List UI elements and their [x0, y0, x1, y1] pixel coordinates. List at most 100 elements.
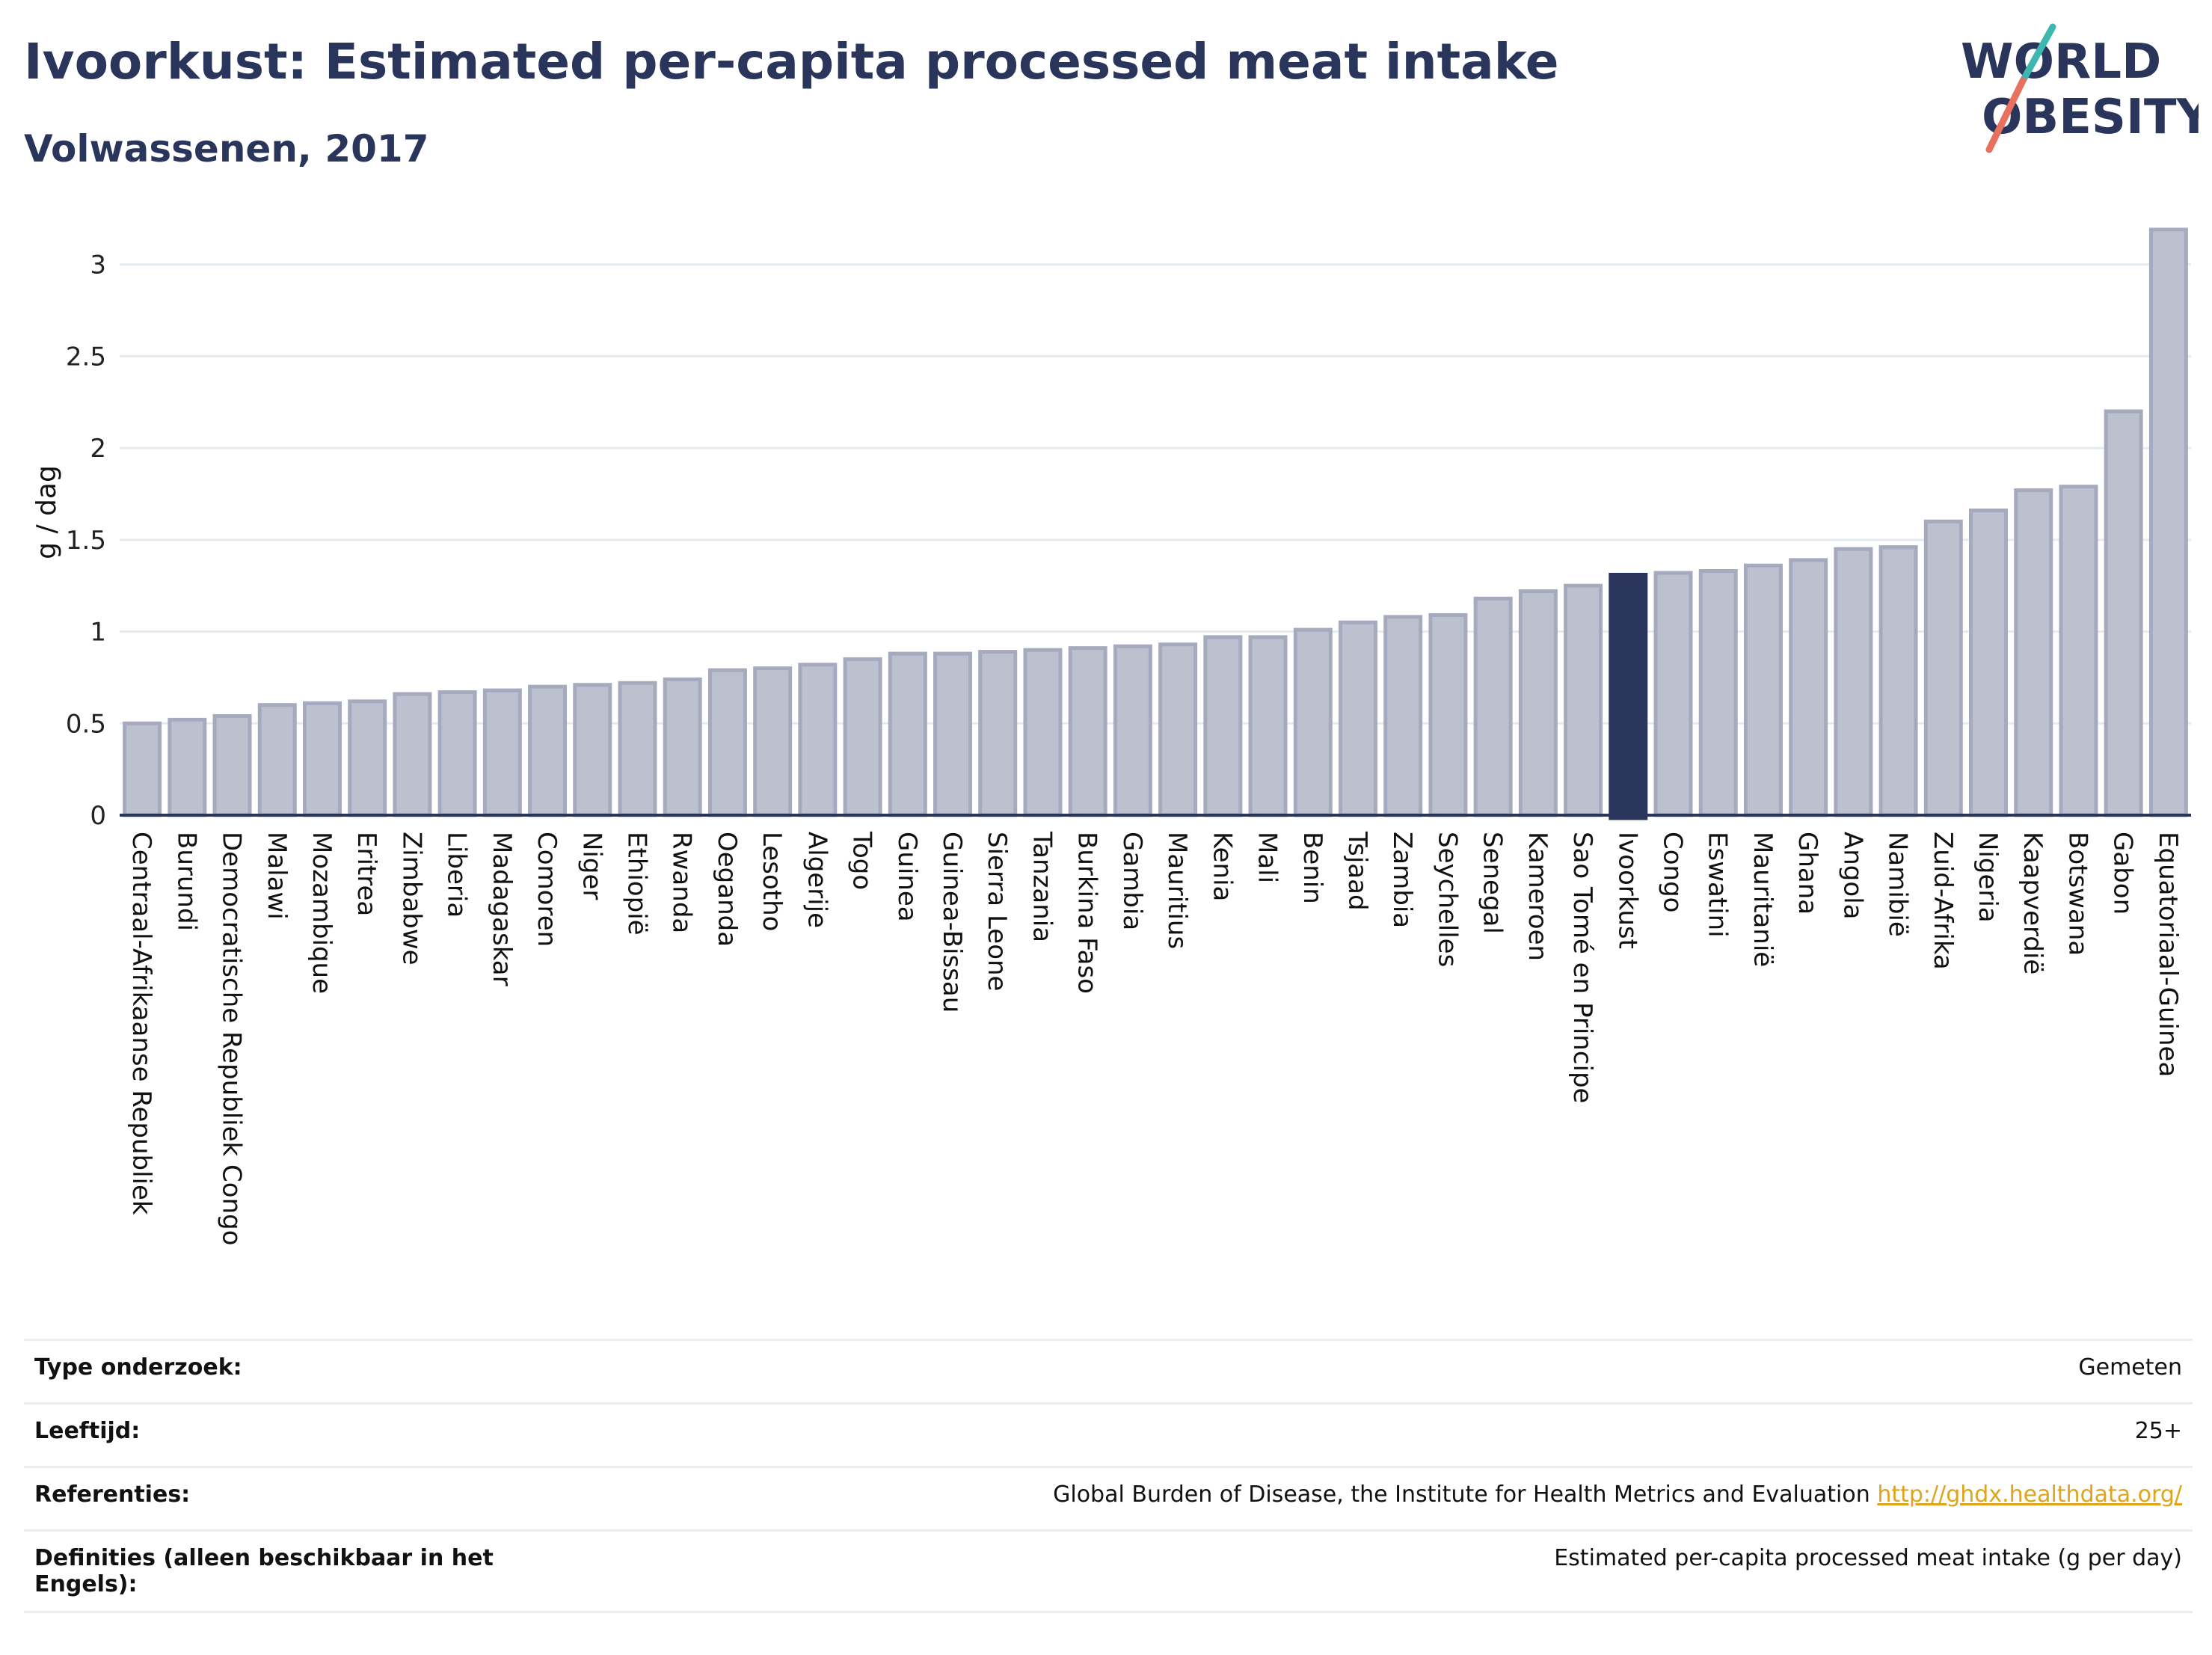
logo-text-world: WORLD [1961, 34, 2161, 90]
x-tick-label: Rwanda [667, 832, 697, 933]
logo-teal-stroke [2019, 23, 2056, 85]
logo-text-obesity: OBESITY [1982, 90, 2199, 145]
info-label: Referenties: [34, 1481, 191, 1508]
y-tick-label: 2 [90, 434, 106, 464]
world-obesity-logo: WORLD OBESITY [1961, 23, 2199, 153]
x-tick-label: Ethiopië [622, 832, 652, 936]
x-tick-label: Guinea-Bissau [937, 832, 967, 1013]
x-tick-label: Congo [1658, 832, 1688, 912]
bar-tanzania [1023, 648, 1063, 817]
x-tick-label: Kaapverdië [2018, 832, 2047, 974]
x-tick-label: Nigeria [1973, 832, 2003, 923]
bar-liberia [437, 690, 477, 817]
bar-democratische-republiek-congo [212, 713, 252, 817]
info-value: Estimated per-capita processed meat inta… [1554, 1545, 2182, 1571]
x-tick-label: Lesotho [757, 832, 787, 931]
bar-chart: 0 0.5 1 1.5 2 2.5 3 Centraal-Afrikaanse Republ… [31, 227, 2191, 1246]
bar-zambia [1383, 615, 1423, 817]
info-value: Gemeten [2078, 1354, 2182, 1381]
logo-coral-stroke [1985, 77, 2027, 153]
x-tick-label: Kameroen [1523, 832, 1552, 961]
bar-senegal [1473, 596, 1513, 817]
x-tick-label: Burkina Faso [1072, 832, 1102, 994]
bar-togo [843, 657, 882, 817]
y-axis-ticks: 0 0.5 1 1.5 2 2.5 3 [66, 251, 106, 831]
x-tick-label: Mauritanië [1748, 832, 1778, 967]
x-tick-label: Gambia [1117, 832, 1147, 930]
info-label: Definities (alleen beschikbaar in het En… [34, 1545, 494, 1597]
x-tick-label: Togo [847, 831, 877, 890]
x-tick-label: Liberia [442, 832, 472, 918]
bar-mauritani- [1743, 563, 1783, 817]
info-value: Global Burden of Disease, the Institute … [523, 1467, 2193, 1531]
x-tick-label: Kenia [1207, 832, 1237, 901]
bar-gambia [1113, 644, 1152, 817]
x-tick-label: Ivoorkust [1612, 832, 1642, 949]
bar-namibi- [1878, 545, 1918, 817]
x-tick-label: Seychelles [1432, 832, 1462, 967]
y-tick-label: 0.5 [66, 709, 106, 739]
x-tick-label: Eswatini [1703, 832, 1733, 938]
y-tick-label: 1.5 [66, 526, 106, 556]
info-label: Type onderzoek: [34, 1354, 242, 1381]
bar-eritrea [348, 699, 387, 817]
x-tick-label: Malawi [262, 832, 292, 920]
x-tick-label: Senegal [1478, 832, 1508, 934]
x-tick-label: Mozambique [307, 832, 337, 994]
bar-oeganda [707, 668, 747, 817]
bar-centraal-afrikaanse-republiek [123, 721, 162, 817]
bar-ghana [1789, 558, 1828, 817]
bar-benin [1293, 627, 1333, 817]
x-tick-label: Equatoriaal-Guinea [2153, 832, 2183, 1077]
bar-nigeria [1969, 509, 2009, 817]
x-tick-label: Angola [1837, 832, 1867, 919]
chart-bars [123, 227, 2188, 820]
bar-mozambique [302, 701, 342, 817]
x-tick-label: Tsjaad [1342, 831, 1372, 911]
x-tick-label: Sao Tomé en Principe [1567, 832, 1597, 1103]
x-tick-label: Burundi [171, 832, 201, 931]
bar-zimbabwe [393, 692, 432, 817]
bar-guinea-bissau [933, 651, 973, 817]
x-tick-label: Zambia [1387, 832, 1417, 928]
info-row-definitions: Definities (alleen beschikbaar in het En… [24, 1530, 2193, 1612]
bar-tsjaad [1338, 620, 1377, 817]
y-tick-label: 0 [90, 801, 106, 831]
bar-kameroen [1518, 589, 1558, 817]
bar-sierra-leone [978, 650, 1018, 817]
x-tick-label: Madagaskar [487, 832, 517, 986]
reference-link[interactable]: http://ghdx.healthdata.org/ [1877, 1481, 2182, 1508]
y-tick-label: 1 [90, 618, 106, 648]
info-table: Type onderzoek: Gemeten Leeftijd: 25+ Re… [24, 1339, 2193, 1613]
x-tick-label: Zimbabwe [396, 832, 426, 965]
info-row-type: Type onderzoek: Gemeten [24, 1339, 2193, 1404]
bar-sao-tom-en-principe [1564, 583, 1603, 817]
x-tick-label: Democratische Republiek Congo [217, 832, 247, 1246]
bar-lesotho [753, 666, 793, 817]
info-row-age: Leeftijd: 25+ [24, 1403, 2193, 1467]
x-tick-label: Algerije [802, 832, 832, 928]
x-tick-label: Mauritius [1162, 832, 1192, 949]
bar-rwanda [663, 677, 702, 817]
bar-kaapverdi- [2014, 488, 2053, 817]
page-subtitle: Volwassenen, 2017 [24, 127, 429, 171]
bar-mali [1248, 635, 1288, 817]
x-tick-label: Oeganda [712, 832, 742, 947]
x-tick-label: Benin [1297, 832, 1327, 904]
bar-guinea [888, 651, 927, 817]
bar-burkina-faso [1068, 646, 1107, 817]
bar-botswana [2059, 485, 2098, 817]
bar-zuid-afrika [1923, 519, 1963, 817]
bar-ethiopi- [618, 681, 657, 817]
x-tick-label: Tanzania [1027, 831, 1057, 942]
info-row-references: Referenties: Global Burden of Disease, t… [24, 1467, 2193, 1531]
x-axis-labels: Centraal-Afrikaanse Republiek Burundi Demo… [126, 831, 2183, 1246]
x-tick-label: Gabon [2108, 832, 2138, 915]
x-tick-label: Ghana [1792, 832, 1822, 915]
x-tick-label: Comoren [532, 832, 562, 947]
x-tick-label: Mali [1253, 832, 1282, 883]
bar-eswatini [1698, 569, 1738, 817]
bar-angola [1834, 547, 1873, 817]
y-tick-label: 3 [90, 251, 106, 280]
bar-ivoorkust [1609, 572, 1648, 820]
